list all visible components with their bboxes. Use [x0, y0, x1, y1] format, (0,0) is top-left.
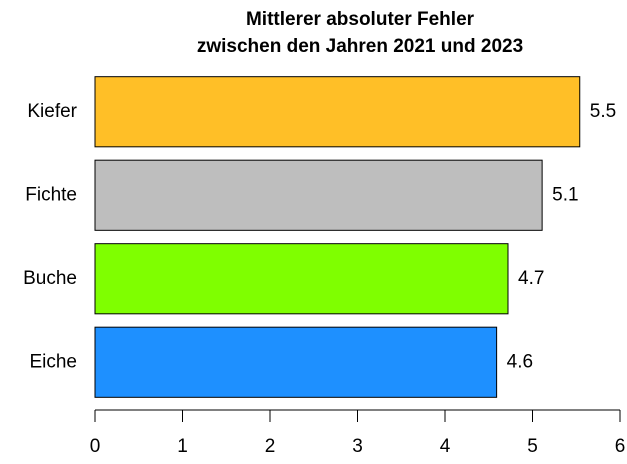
x-tick-label: 3	[352, 436, 363, 457]
value-label: 5.5	[590, 101, 616, 122]
value-label: 5.1	[552, 184, 578, 205]
category-label: Buche	[23, 268, 77, 289]
bar	[94, 243, 509, 315]
x-tick-label: 6	[615, 436, 626, 457]
category-label: Fichte	[25, 184, 77, 205]
chart-title: Mittlerer absoluter Fehler	[246, 9, 475, 30]
chart-title: zwischen den Jahren 2021 und 2023	[197, 36, 523, 57]
bar	[94, 159, 543, 231]
bar	[94, 326, 498, 398]
x-tick-label: 0	[90, 436, 101, 457]
x-tick-label: 2	[265, 436, 276, 457]
x-tick-label: 4	[440, 436, 451, 457]
value-label: 4.7	[518, 268, 544, 289]
x-tick-label: 1	[177, 436, 188, 457]
x-tick-label: 5	[527, 436, 538, 457]
category-label: Eiche	[29, 351, 77, 372]
bar	[94, 76, 581, 148]
value-label: 4.6	[507, 351, 533, 372]
category-label: Kiefer	[27, 101, 77, 122]
